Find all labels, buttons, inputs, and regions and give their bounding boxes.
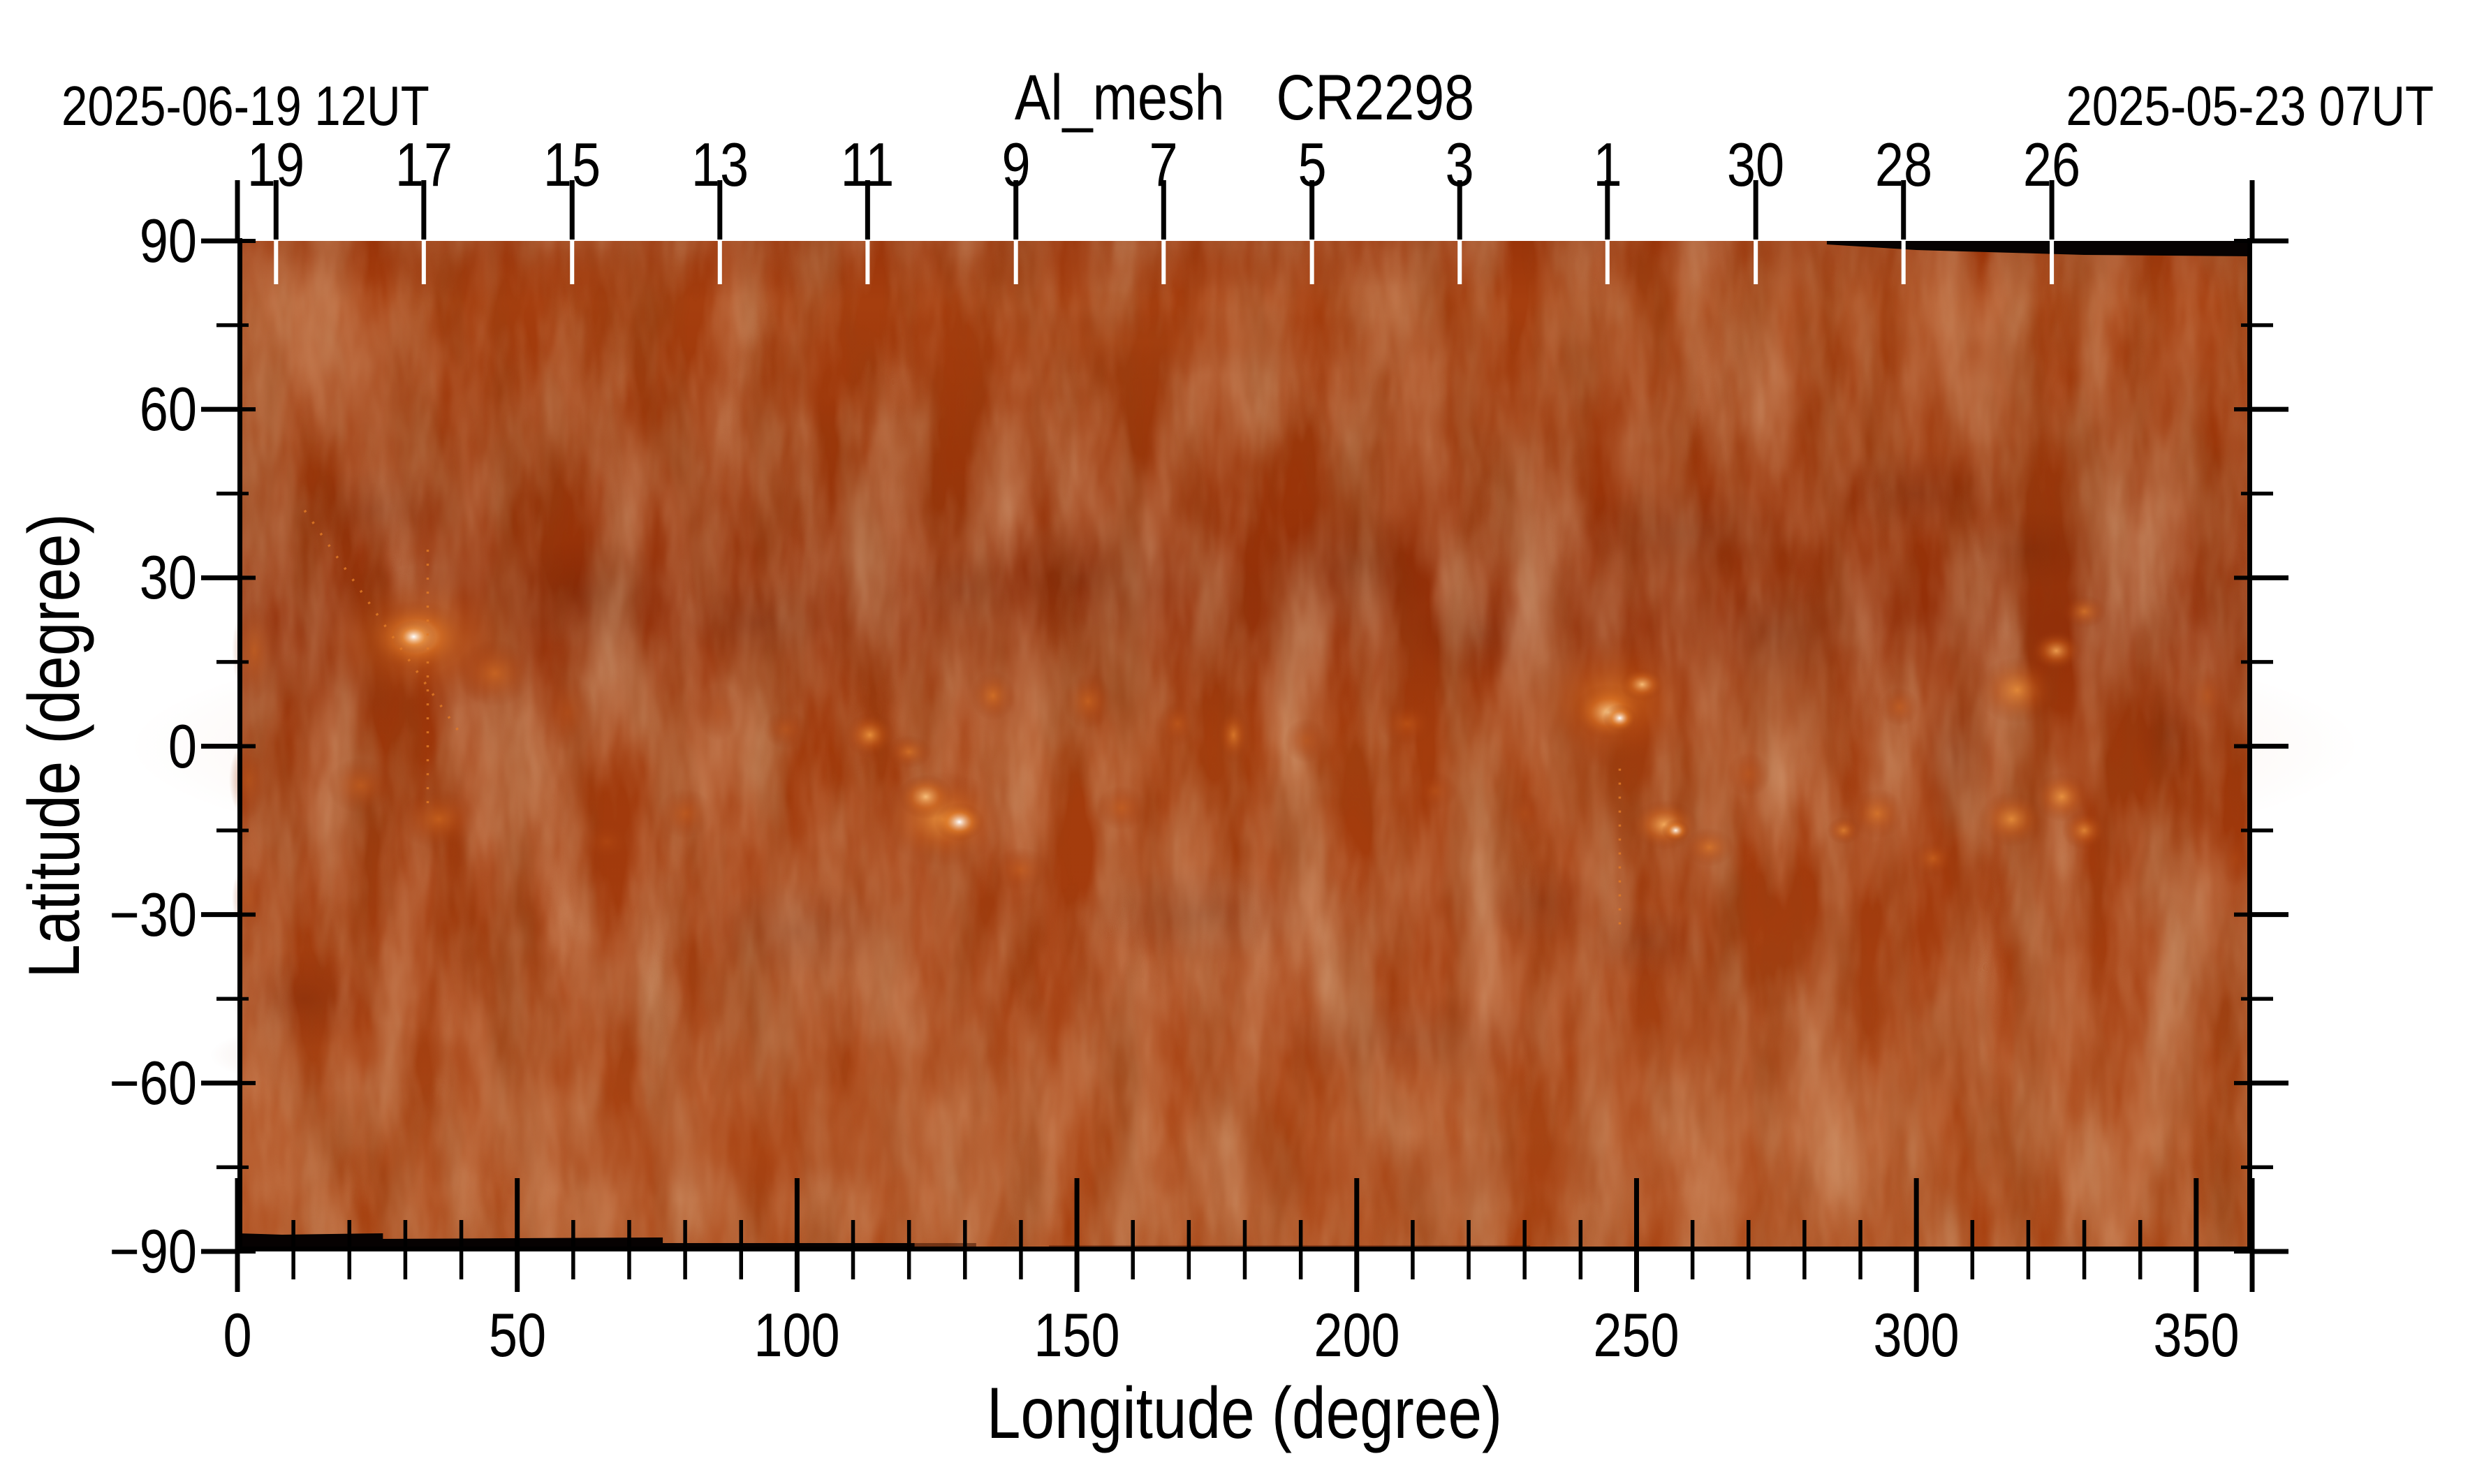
map-title: Al_mesh CR2298 [971, 66, 1518, 130]
top-date-tick-label: 5 [1298, 130, 1327, 199]
x-tick-label: 150 [1034, 1300, 1120, 1369]
x-tick-label: 300 [1873, 1300, 1960, 1369]
x-tick-label: 250 [1593, 1300, 1680, 1369]
y-tick-label: −30 [109, 879, 197, 949]
y-tick-label: 60 [139, 374, 197, 444]
map-end-date: 2025-05-23 07UT [2066, 75, 2434, 137]
top-date-tick-label: 28 [1874, 130, 1932, 199]
x-tick-label: 200 [1314, 1300, 1400, 1369]
y-tick-label: 90 [139, 206, 197, 275]
top-date-tick-label: 9 [1001, 130, 1031, 199]
top-date-tick-label: 13 [691, 130, 749, 199]
top-date-tick-label: 3 [1445, 130, 1474, 199]
top-date-tick-label: 19 [247, 130, 305, 199]
x-tick-label: 50 [488, 1300, 546, 1369]
top-date-tick-label: 11 [840, 130, 895, 199]
rotation-label: CR2298 [1276, 62, 1475, 133]
x-tick-label: 350 [2153, 1300, 2240, 1369]
y-tick-label: 0 [168, 711, 197, 781]
top-date-tick-label: 26 [2022, 130, 2081, 199]
y-tick-label: 30 [139, 543, 197, 612]
y-tick-label: −60 [109, 1048, 197, 1117]
map-start-date: 2025-06-19 12UT [61, 75, 429, 137]
top-date-tick-label: 17 [395, 130, 453, 199]
x-tick-label: 0 [223, 1300, 252, 1369]
top-date-tick-label: 7 [1149, 130, 1178, 199]
x-tick-label: 100 [754, 1300, 841, 1369]
top-date-tick-label: 15 [543, 130, 601, 199]
filter-label: Al_mesh [1014, 62, 1225, 133]
top-date-tick-label: 1 [1593, 130, 1622, 199]
y-tick-label: −90 [109, 1217, 197, 1286]
x-axis-title: Longitude (degree) [986, 1373, 1503, 1454]
top-date-tick-label: 30 [1727, 130, 1785, 199]
